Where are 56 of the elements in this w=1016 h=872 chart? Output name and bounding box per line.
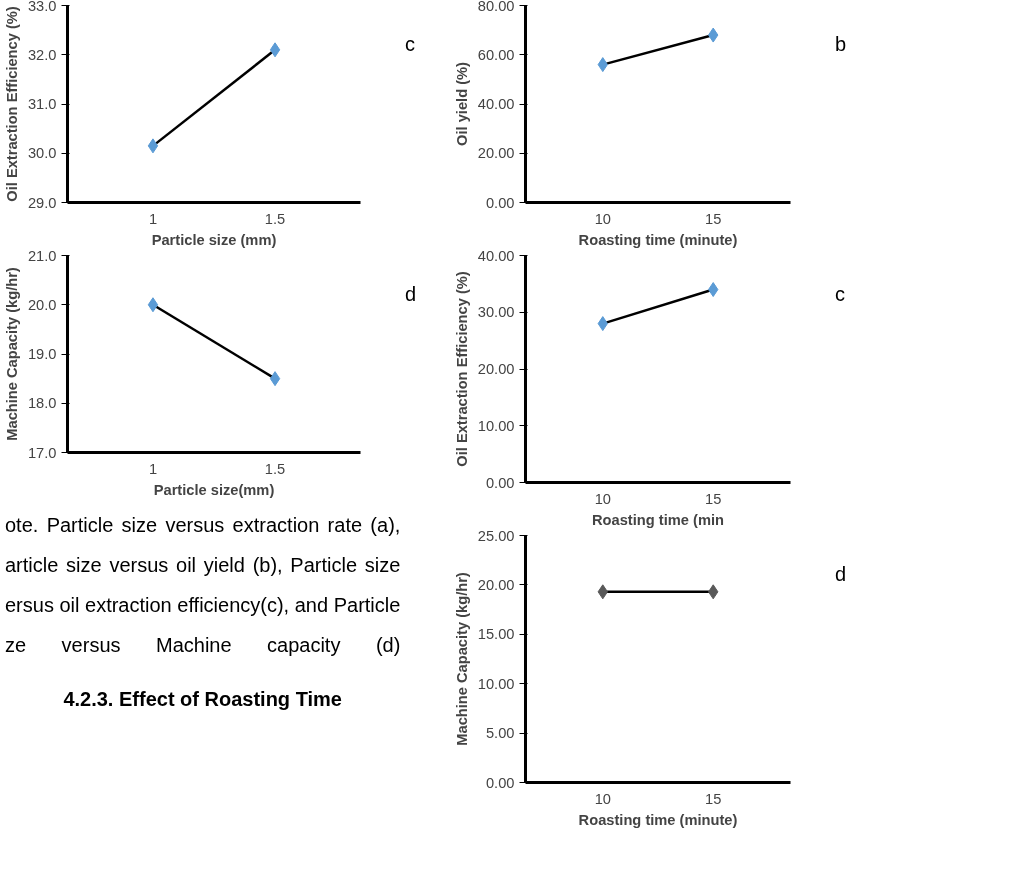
x-tick-label: 1 bbox=[148, 460, 158, 477]
y-tick-label: 40.00 bbox=[477, 96, 515, 112]
y-tick-label: 20.00 bbox=[477, 576, 515, 593]
y-tick-label: 0.00 bbox=[485, 194, 515, 211]
y-tick-label: 20.00 bbox=[477, 361, 515, 377]
text: c bbox=[835, 282, 845, 307]
y-tick-label: 20.00 bbox=[477, 145, 515, 162]
text: d bbox=[835, 562, 847, 587]
y-tick-label: 80.00 bbox=[477, 0, 515, 14]
text: c bbox=[405, 32, 415, 57]
y-tick-label: 31.0 bbox=[27, 96, 57, 112]
text: b bbox=[835, 32, 847, 57]
x-tick-label: 1 bbox=[148, 210, 158, 227]
x-axis-title: Particle size (mm) bbox=[151, 231, 277, 248]
y-tick-label: 0.00 bbox=[485, 774, 515, 791]
y-tick-label: 20.0 bbox=[27, 296, 57, 313]
x-tick-label: 15 bbox=[705, 210, 722, 227]
x-tick-label: 10 bbox=[594, 490, 611, 507]
y-tick-label: 30.0 bbox=[27, 145, 57, 162]
x-tick-label: 15 bbox=[705, 790, 722, 807]
y-axis-title: Oil Extraction Efficiency (%) bbox=[3, 6, 20, 202]
text: ote. Particle size versus extraction rate (a), bbox=[5, 513, 401, 538]
x-axis-title: Roasting time (minute) bbox=[578, 811, 738, 828]
text: d bbox=[405, 282, 417, 307]
y-axis-title: Oil yield (%) bbox=[453, 61, 470, 146]
y-axis-title: Machine Capacity (kg/hr) bbox=[453, 572, 470, 746]
y-tick-label: 15.00 bbox=[477, 626, 515, 643]
y-tick-label: 33.0 bbox=[27, 0, 57, 14]
text: 4.2.3. Effect of Roasting Time bbox=[62, 687, 343, 712]
x-tick-label: 10 bbox=[594, 210, 611, 227]
y-axis-title: Machine Capacity (kg/hr) bbox=[3, 267, 20, 441]
y-tick-label: 17.0 bbox=[27, 444, 57, 461]
text: ze versus Machine capacity (d) bbox=[5, 633, 401, 658]
y-tick-label: 21.0 bbox=[27, 247, 57, 264]
y-tick-label: 32.0 bbox=[27, 46, 57, 63]
y-tick-label: 29.0 bbox=[27, 194, 57, 211]
y-tick-label: 30.00 bbox=[477, 304, 515, 321]
y-tick-label: 60.00 bbox=[477, 46, 515, 63]
text: article size versus oil yield (b), Particle size bbox=[5, 553, 401, 578]
y-tick-label: 5.00 bbox=[485, 725, 515, 742]
y-tick-label: 0.00 bbox=[485, 474, 515, 491]
x-tick-label: 1.5 bbox=[264, 460, 286, 477]
x-tick-label: 10 bbox=[594, 790, 611, 807]
x-axis-title: Particle size(mm) bbox=[153, 481, 275, 498]
text: ersus oil extraction efficiency(c), and Particle bbox=[5, 593, 401, 618]
y-tick-label: 19.0 bbox=[27, 346, 57, 362]
y-axis-title: Oil Extraction Efficiency (%) bbox=[453, 271, 470, 467]
y-tick-label: 40.00 bbox=[477, 247, 515, 264]
y-tick-label: 10.00 bbox=[477, 675, 515, 692]
y-tick-label: 25.00 bbox=[477, 527, 515, 544]
y-tick-label: 10.00 bbox=[477, 417, 515, 434]
x-axis-title: Roasting time (minute) bbox=[578, 231, 738, 248]
x-tick-label: 15 bbox=[705, 490, 722, 507]
y-tick-label: 18.0 bbox=[27, 395, 57, 412]
x-axis-title: Roasting time (min bbox=[592, 511, 724, 528]
x-tick-label: 1.5 bbox=[264, 210, 286, 227]
